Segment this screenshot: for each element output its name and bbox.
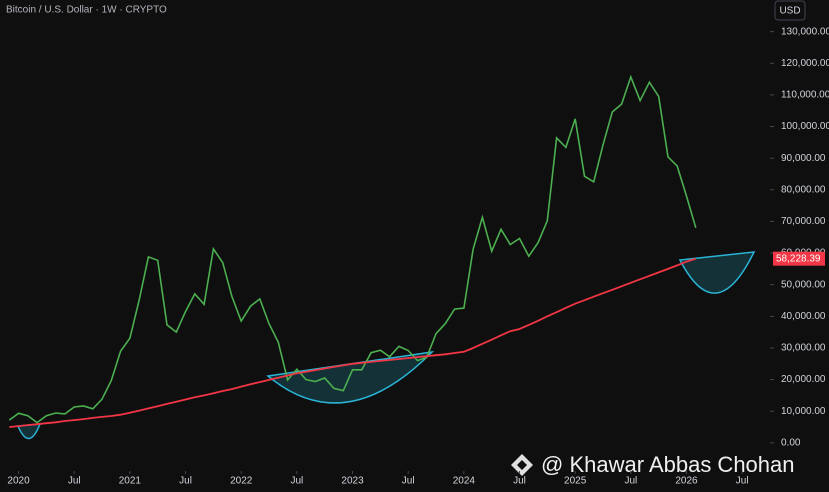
y-tick-label: 110,000.00 — [781, 90, 829, 101]
chart-title: Bitcoin / U.S. Dollar · 1W · CRYPTO — [6, 5, 167, 16]
y-tick-label: 30,000.00 — [781, 343, 826, 354]
y-tick-label: 0.00 — [781, 437, 801, 448]
y-tick-label: 80,000.00 — [781, 184, 826, 195]
x-tick-label: Jul — [513, 476, 526, 487]
y-tick-label: 50,000.00 — [781, 279, 826, 290]
y-tick-label: 20,000.00 — [781, 374, 826, 385]
cup-shape — [678, 251, 756, 294]
price-label-box — [773, 251, 825, 266]
y-tick-label: 100,000.00 — [781, 121, 829, 132]
y-tick-label: 120,000.00 — [781, 58, 829, 69]
x-tick-label: 2022 — [230, 476, 253, 487]
x-tick-label: Jul — [736, 476, 749, 487]
x-tick-label: 2023 — [341, 476, 364, 487]
x-tick-label: 2024 — [453, 476, 476, 487]
y-tick-label: 90,000.00 — [781, 153, 826, 164]
price-label: 58,228.39 — [776, 253, 821, 264]
x-tick-label: Jul — [68, 476, 81, 487]
x-tick-label: 2026 — [675, 476, 698, 487]
x-tick-label: Jul — [402, 476, 415, 487]
y-tick-label: 130,000.00 — [781, 26, 829, 37]
series-line — [9, 257, 697, 428]
series-line — [8, 74, 697, 424]
y-tick-label: 10,000.00 — [781, 406, 826, 417]
x-tick-label: 2020 — [7, 476, 30, 487]
x-tick-label: Jul — [290, 476, 303, 487]
x-tick-label: 2025 — [564, 476, 587, 487]
y-tick-label: 70,000.00 — [781, 216, 826, 227]
y-tick-label: 40,000.00 — [781, 311, 826, 322]
currency-button[interactable] — [774, 0, 806, 21]
x-tick-label: 2021 — [119, 476, 142, 487]
x-tick-label: Jul — [179, 476, 192, 487]
currency-label[interactable]: USD — [779, 6, 800, 17]
watermark: @ Khawar Abbas Chohan — [541, 452, 795, 477]
x-tick-label: Jul — [624, 476, 637, 487]
watermark-logo — [511, 454, 533, 476]
